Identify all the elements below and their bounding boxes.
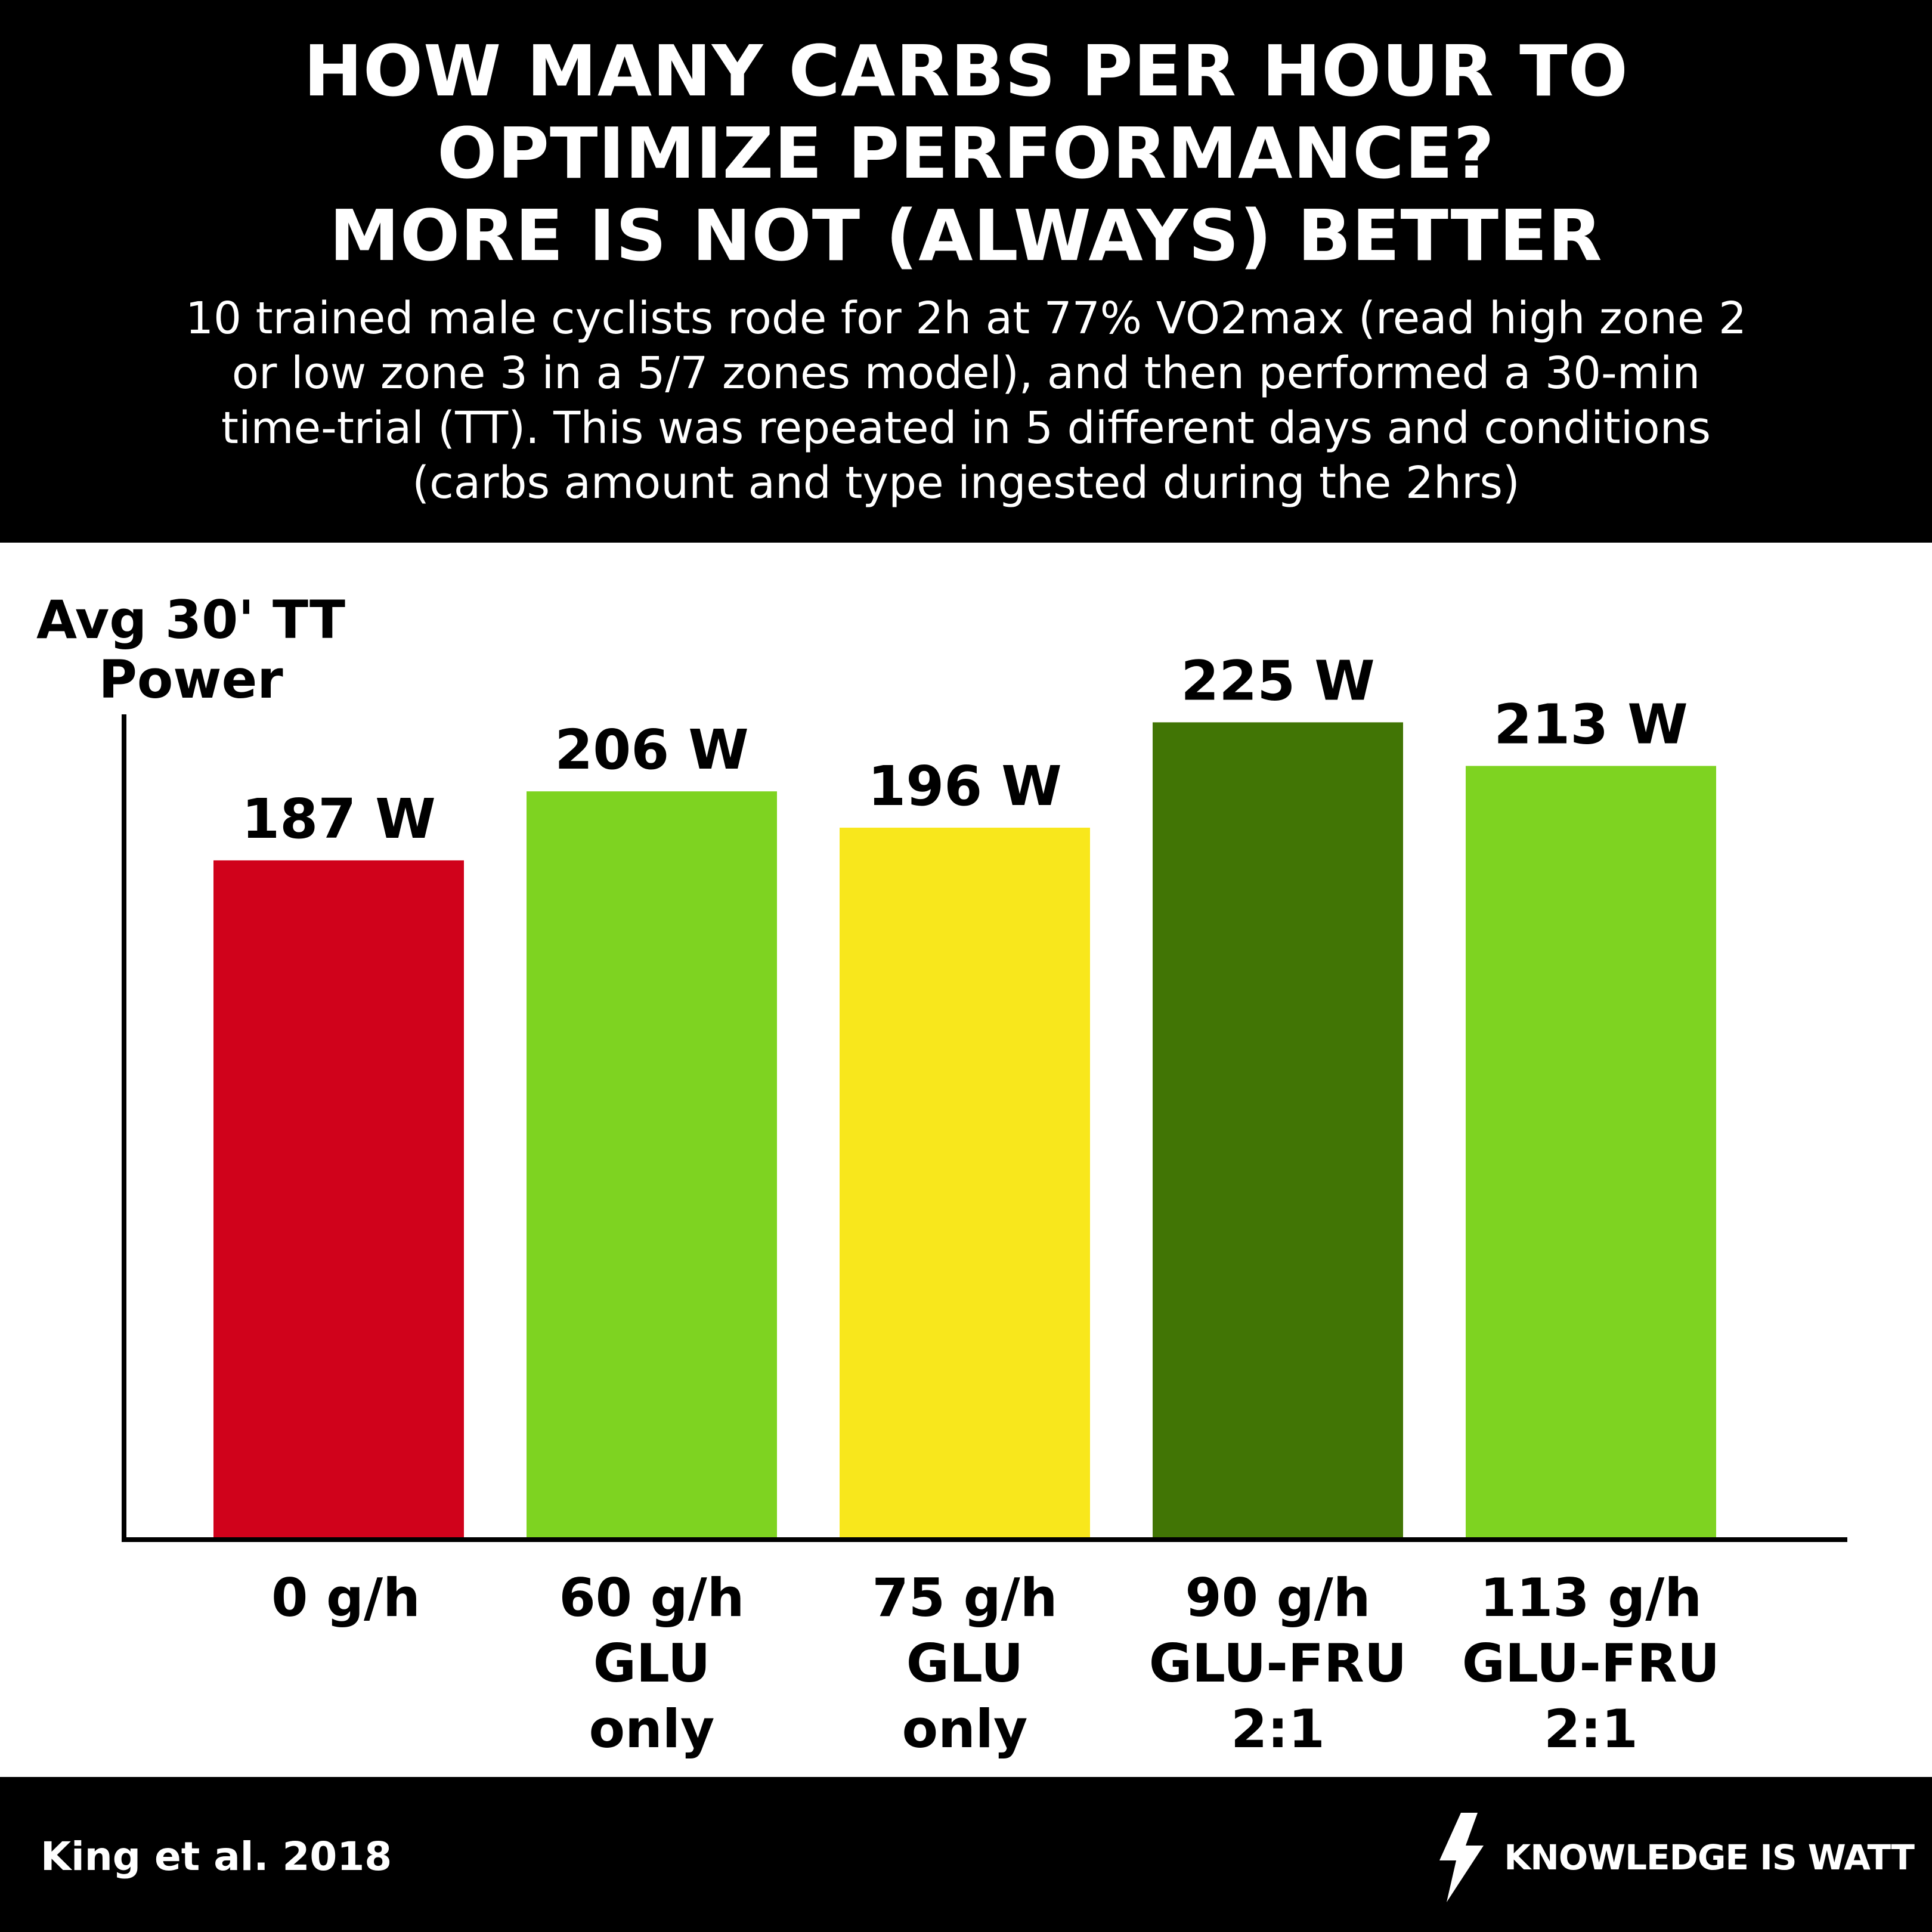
- y-axis-label-line: Power: [98, 649, 283, 710]
- bar: [527, 791, 777, 1540]
- y-axis-label: Avg 30' TT Power: [12, 590, 370, 710]
- title-line: OPTIMIZE PERFORMANCE?: [437, 112, 1495, 194]
- bar: [213, 860, 464, 1540]
- page-title: HOW MANY CARBS PER HOUR TO OPTIMIZE PERF…: [0, 30, 1932, 277]
- x-tick-label: 113 g/h: [1480, 1567, 1702, 1628]
- x-tick-label: 2:1: [1544, 1698, 1638, 1760]
- footer: King et al. 2018 KNOWLEDGE IS WATT: [0, 1777, 1932, 1932]
- bar-value-label: 213 W: [1494, 692, 1688, 756]
- x-tick-label: GLU-FRU: [1462, 1633, 1720, 1694]
- title-line: MORE IS NOT (ALWAYS) BETTER: [329, 194, 1603, 277]
- source-citation: King et al. 2018: [41, 1834, 392, 1880]
- x-tick-label: GLU: [593, 1633, 711, 1694]
- x-tick-label: GLU-FRU: [1149, 1633, 1407, 1694]
- bar-value-label: 187 W: [242, 787, 436, 851]
- brand-logo: KNOWLEDGE IS WATT: [1438, 1810, 1915, 1905]
- x-tick-label: only: [589, 1698, 715, 1760]
- x-tick-label: only: [902, 1698, 1028, 1760]
- x-tick-label: 90 g/h: [1185, 1567, 1371, 1628]
- bar: [840, 828, 1090, 1540]
- subtitle-line: (carbs amount and type ingested during t…: [412, 457, 1520, 509]
- subtitle-line: time-trial (TT). This was repeated in 5 …: [221, 402, 1711, 454]
- title-line: HOW MANY CARBS PER HOUR TO: [304, 30, 1628, 112]
- x-tick-label: 75 g/h: [872, 1567, 1058, 1628]
- page-subtitle: 10 trained male cyclists rode for 2h at …: [0, 291, 1932, 510]
- x-tick-label: 0 g/h: [271, 1567, 420, 1628]
- bar: [1466, 766, 1716, 1540]
- subtitle-line: or low zone 3 in a 5/7 zones model), and…: [231, 348, 1701, 399]
- header: HOW MANY CARBS PER HOUR TO OPTIMIZE PERF…: [0, 0, 1932, 543]
- lightning-bolt-icon: [1439, 1813, 1484, 1902]
- x-tick-label: GLU: [906, 1633, 1024, 1694]
- brand-name: KNOWLEDGE IS WATT: [1504, 1837, 1915, 1878]
- bar-value-label: 225 W: [1181, 649, 1375, 713]
- bar: [1153, 722, 1403, 1540]
- bar-value-label: 206 W: [555, 718, 749, 782]
- bar-value-label: 196 W: [868, 754, 1062, 818]
- subtitle-line: 10 trained male cyclists rode for 2h at …: [185, 293, 1747, 344]
- x-tick-label: 2:1: [1231, 1698, 1325, 1760]
- x-tick-label: 60 g/h: [559, 1567, 745, 1628]
- y-axis-label-line: Avg 30' TT: [36, 589, 346, 651]
